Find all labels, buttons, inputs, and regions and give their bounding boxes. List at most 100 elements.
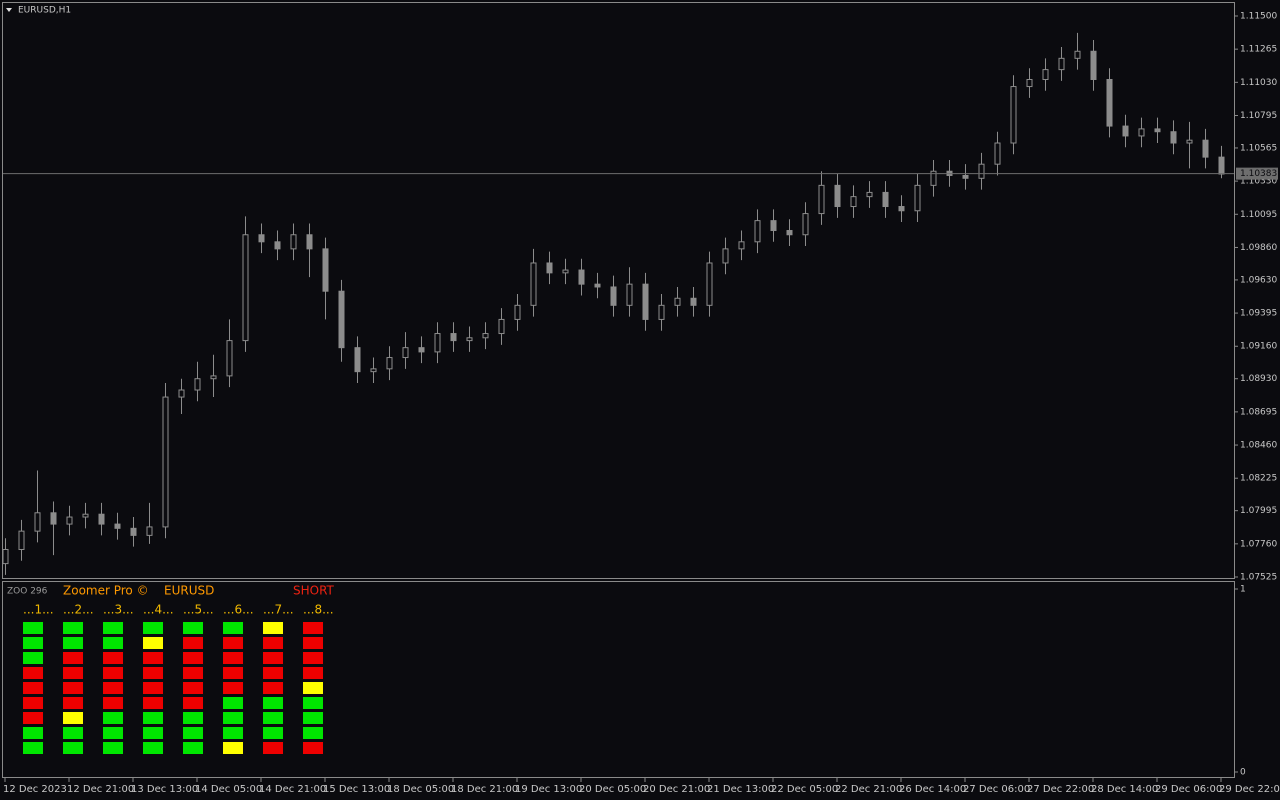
signal-cell bbox=[303, 622, 323, 634]
candle-body bbox=[242, 234, 249, 342]
signal-cell bbox=[303, 697, 323, 709]
y-tick-label: 1.07995 bbox=[1240, 506, 1277, 516]
candle-body bbox=[50, 512, 57, 525]
candle-body bbox=[1058, 57, 1065, 71]
candle-body bbox=[930, 170, 937, 186]
candle-body bbox=[98, 513, 105, 525]
signal-cell bbox=[143, 637, 163, 649]
x-tick-label: 18 Dec 05:00 bbox=[387, 784, 454, 795]
signal-cell bbox=[23, 637, 43, 649]
candle-body bbox=[386, 357, 393, 370]
signal-cell bbox=[303, 667, 323, 679]
candle-body bbox=[1218, 156, 1225, 175]
signal-cell bbox=[103, 742, 123, 754]
signal-cell bbox=[223, 697, 243, 709]
signal-cell bbox=[223, 742, 243, 754]
signal-cell bbox=[183, 697, 203, 709]
signal-cell bbox=[303, 712, 323, 724]
candle-body bbox=[194, 378, 201, 391]
candle-body bbox=[66, 516, 73, 525]
candle-body bbox=[690, 297, 697, 306]
column-label: ...2... bbox=[63, 603, 94, 617]
column-label: ...1... bbox=[23, 603, 54, 617]
signal-cell bbox=[223, 727, 243, 739]
candle-body bbox=[1074, 50, 1081, 59]
x-tick-label: 14 Dec 05:00 bbox=[195, 784, 262, 795]
signal-cell bbox=[103, 637, 123, 649]
chart-menu-arrow[interactable] bbox=[6, 8, 12, 12]
column-label: ...4... bbox=[143, 603, 174, 617]
candle-body bbox=[258, 234, 265, 243]
candle-body bbox=[738, 241, 745, 250]
y-tick-label: 1.11265 bbox=[1240, 45, 1277, 55]
x-tick-label: 26 Dec 14:00 bbox=[899, 784, 966, 795]
signal-cell bbox=[223, 712, 243, 724]
signal-cell bbox=[303, 652, 323, 664]
candle-body bbox=[1202, 139, 1209, 158]
y-tick-label: 1.11500 bbox=[1240, 11, 1277, 21]
signal-cell bbox=[63, 637, 83, 649]
candle-body bbox=[210, 375, 217, 380]
y-tick-label: 1.08460 bbox=[1240, 441, 1277, 451]
candle-body bbox=[1042, 69, 1049, 80]
signal-cell bbox=[143, 667, 163, 679]
signal-cell bbox=[183, 652, 203, 664]
candle-body bbox=[562, 269, 569, 274]
signal-cell bbox=[183, 742, 203, 754]
y-tick-label: 1.09160 bbox=[1240, 342, 1277, 352]
indicator-symbol: EURUSD bbox=[164, 584, 214, 598]
candle-body bbox=[866, 191, 873, 198]
main-plot-frame bbox=[2, 2, 1235, 579]
candle-body bbox=[1090, 50, 1097, 80]
candle-body bbox=[1154, 128, 1161, 133]
x-tick-label: 19 Dec 13:00 bbox=[515, 784, 582, 795]
last-price-box bbox=[1236, 167, 1278, 180]
indicator-y-tick-label: 1 bbox=[1240, 585, 1246, 595]
x-tick-label: 21 Dec 13:00 bbox=[707, 784, 774, 795]
candle-body bbox=[578, 269, 585, 285]
signal-cell bbox=[23, 622, 43, 634]
signal-cell bbox=[263, 712, 283, 724]
candle-body bbox=[178, 389, 185, 398]
signal-cell bbox=[303, 742, 323, 754]
last-price-label: 1.10383 bbox=[1240, 169, 1277, 179]
signal-cell bbox=[143, 697, 163, 709]
x-tick-label: 13 Dec 13:00 bbox=[131, 784, 198, 795]
candle-body bbox=[594, 283, 601, 288]
signal-cell bbox=[263, 637, 283, 649]
y-tick-label: 1.08930 bbox=[1240, 374, 1277, 384]
signal-cell bbox=[303, 637, 323, 649]
signal-cell bbox=[263, 697, 283, 709]
signal-cell bbox=[263, 682, 283, 694]
x-tick-label: 22 Dec 05:00 bbox=[771, 784, 838, 795]
candle-body bbox=[818, 184, 825, 215]
chart-title: EURUSD,H1 bbox=[18, 6, 71, 16]
candle-body bbox=[482, 333, 489, 339]
candle-body bbox=[962, 174, 969, 179]
candle-body bbox=[610, 286, 617, 306]
candle-body bbox=[898, 206, 905, 212]
x-tick-label: 20 Dec 05:00 bbox=[579, 784, 646, 795]
candle-body bbox=[1122, 125, 1129, 137]
signal-cell bbox=[223, 667, 243, 679]
indicator-signal: SHORT bbox=[293, 584, 335, 598]
signal-cell bbox=[183, 727, 203, 739]
candle-body bbox=[754, 220, 761, 243]
candle-body bbox=[994, 142, 1001, 165]
x-tick-label: 14 Dec 21:00 bbox=[259, 784, 326, 795]
signal-cell bbox=[223, 637, 243, 649]
y-tick-label: 1.08225 bbox=[1240, 474, 1277, 484]
candle-body bbox=[786, 230, 793, 236]
indicator-y-tick-label: 0 bbox=[1240, 768, 1246, 778]
indicator-name: Zoomer Pro © bbox=[63, 584, 149, 598]
y-tick-label: 1.10565 bbox=[1240, 143, 1277, 153]
candle-body bbox=[546, 262, 553, 274]
x-tick-label: 18 Dec 21:00 bbox=[451, 784, 518, 795]
column-label: ...8... bbox=[303, 603, 334, 617]
y-tick-label: 1.07760 bbox=[1240, 539, 1277, 549]
y-tick-label: 1.07525 bbox=[1240, 573, 1277, 583]
x-tick-label: 28 Dec 14:00 bbox=[1091, 784, 1158, 795]
signal-cell bbox=[263, 652, 283, 664]
